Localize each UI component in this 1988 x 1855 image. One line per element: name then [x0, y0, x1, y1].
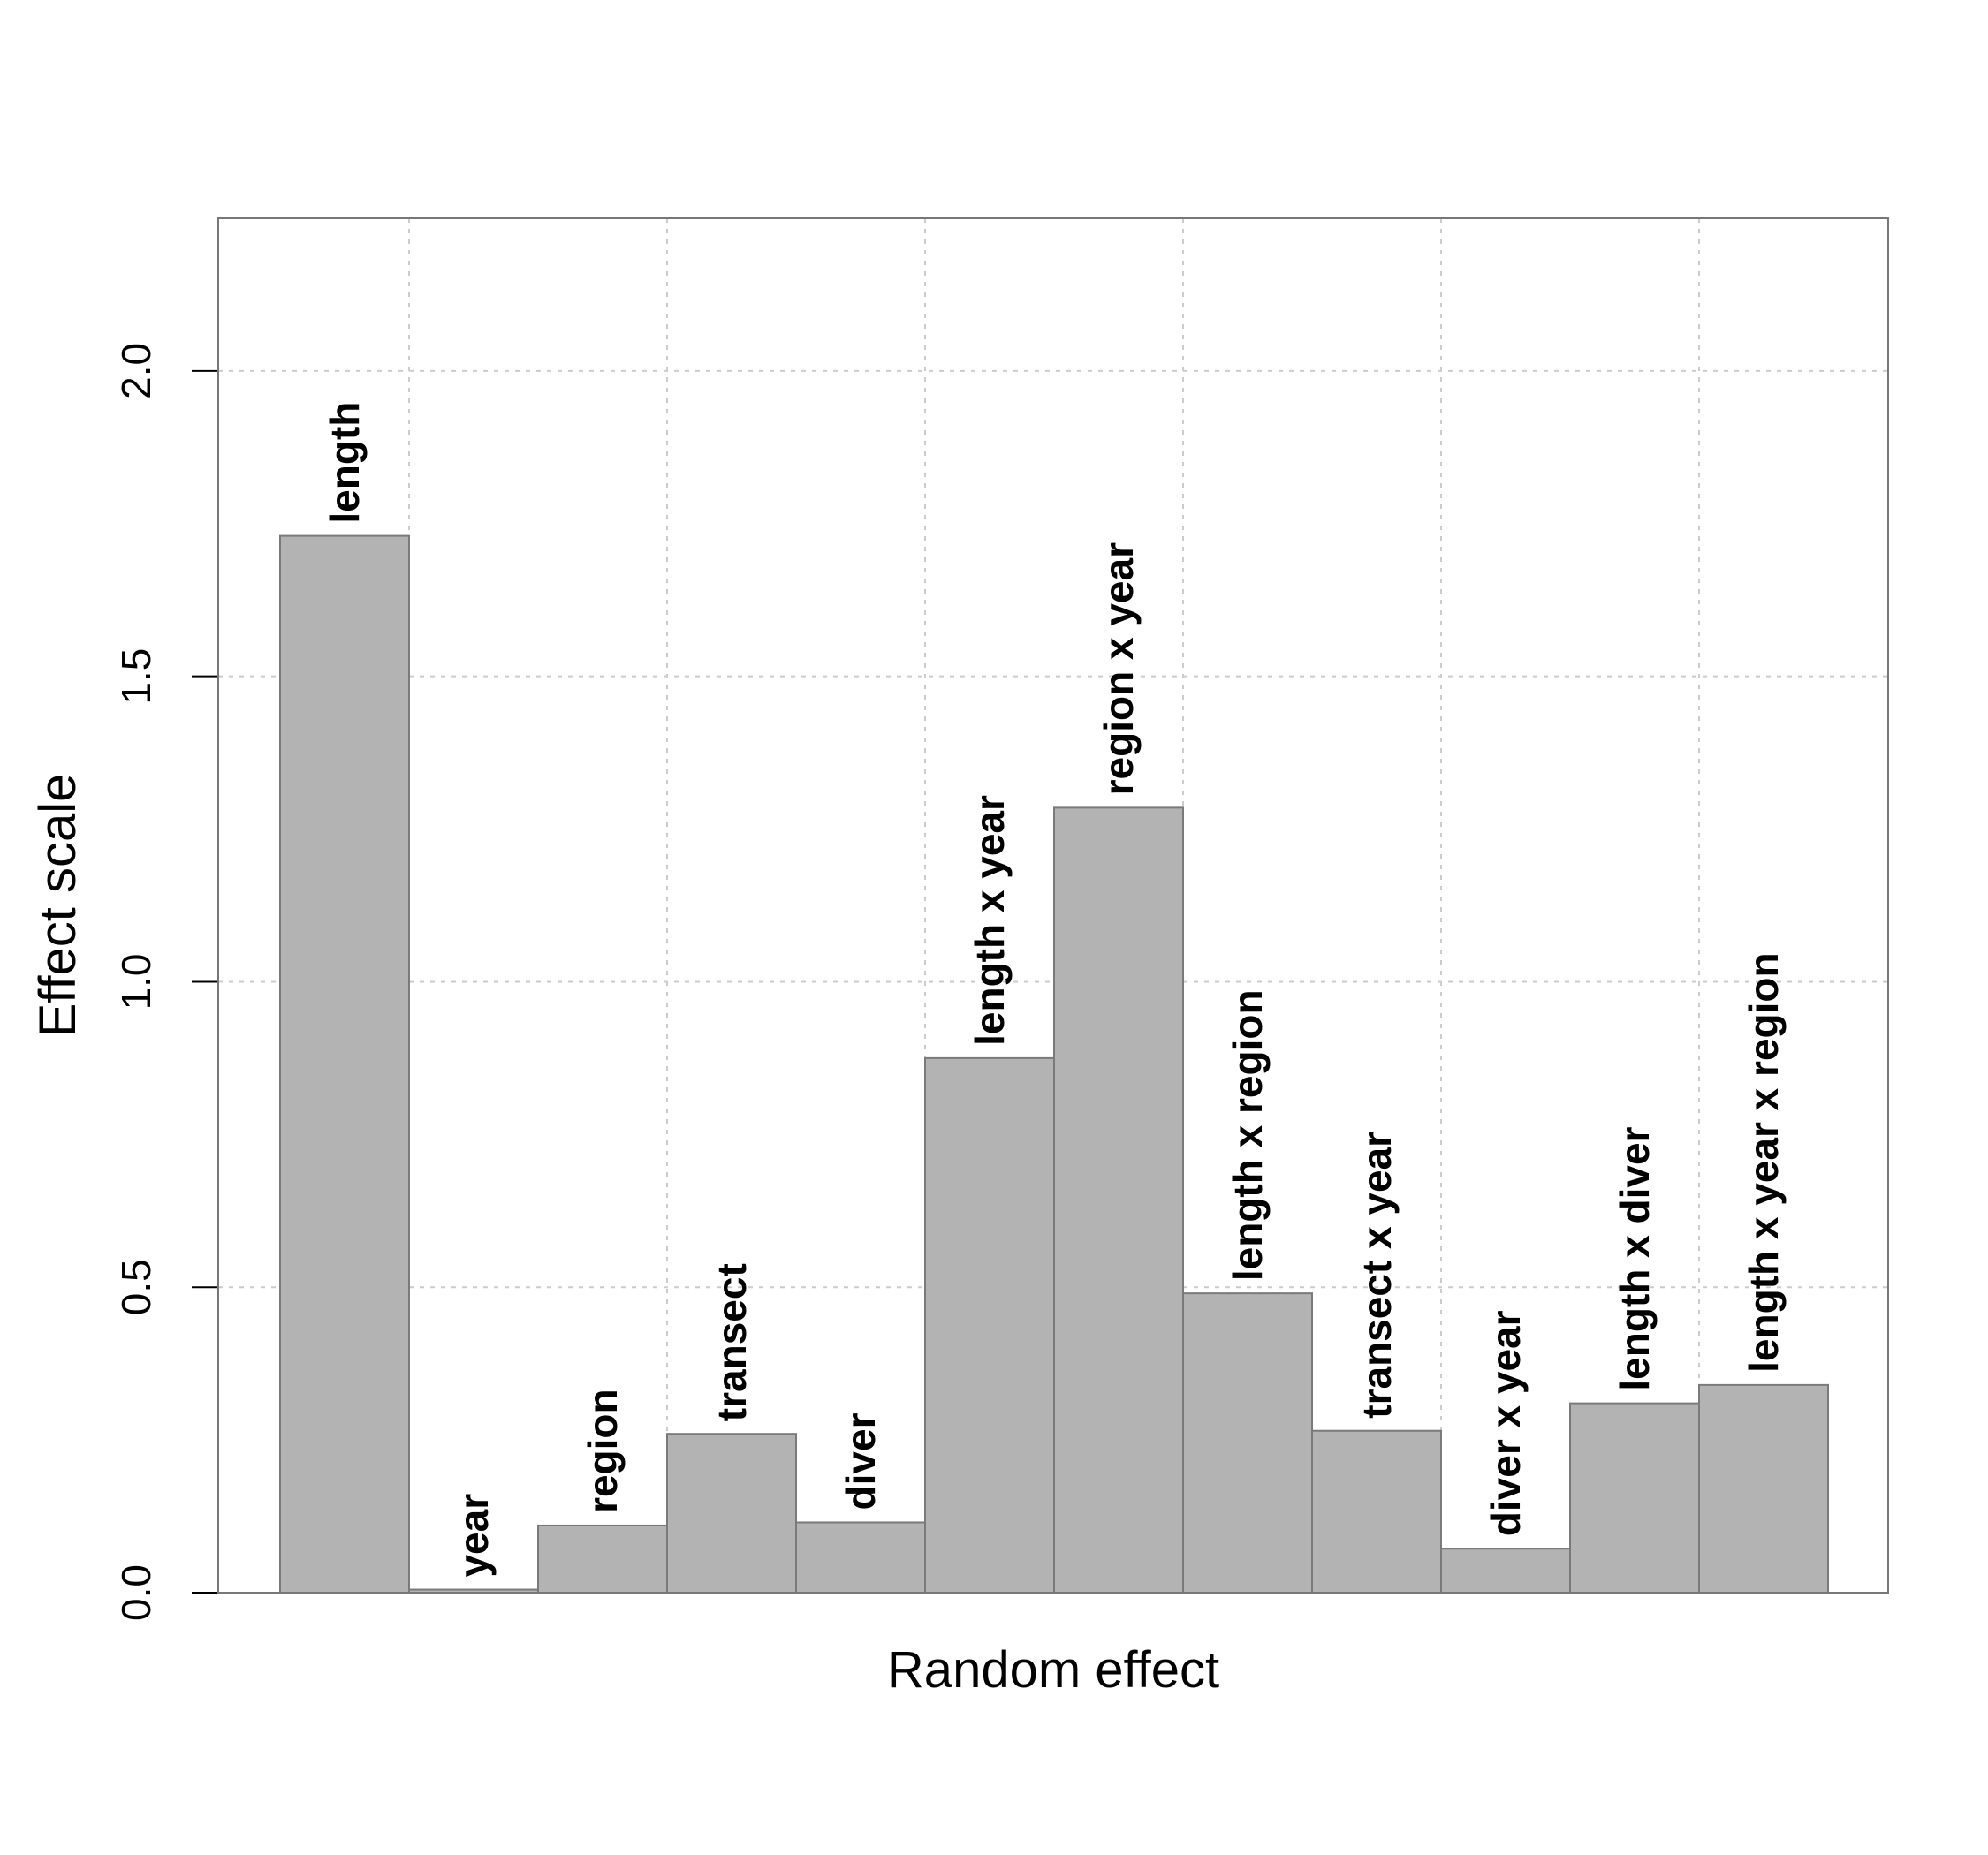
- y-tick-label: 0.0: [113, 1564, 159, 1621]
- bar-0: [279, 534, 410, 1594]
- bar-label-0: length: [322, 402, 368, 524]
- y-tick-label: 0.5: [113, 1259, 159, 1315]
- bar-label-1: year: [451, 1494, 497, 1578]
- bar-label-3: transect: [709, 1263, 755, 1421]
- bar-8: [1311, 1429, 1442, 1594]
- bar-3: [666, 1433, 797, 1594]
- y-tick-label: 2.0: [113, 343, 159, 399]
- bar-7: [1182, 1292, 1313, 1594]
- bar-label-10: length x diver: [1612, 1126, 1658, 1390]
- bar-label-5: length x year: [967, 795, 1013, 1046]
- bar-label-4: diver: [838, 1412, 884, 1510]
- bar-label-8: transect x year: [1354, 1132, 1400, 1419]
- bar-labels: length year region transect diver length x ye…: [322, 402, 1787, 1578]
- y-axis: 0.0 0.5 1.0 1.5 2.0: [113, 343, 219, 1621]
- bar-5: [924, 1056, 1055, 1594]
- bar-6: [1053, 806, 1184, 1594]
- plot-frame: [217, 217, 1889, 1594]
- y-tick-label: 1.5: [113, 648, 159, 705]
- bar-11: [1698, 1383, 1829, 1594]
- bar-label-6: region x year: [1096, 542, 1142, 795]
- bar-label-11: length x year x region: [1741, 952, 1787, 1372]
- bar-9: [1440, 1548, 1571, 1594]
- bars: [279, 534, 1829, 1594]
- bar-2: [537, 1524, 668, 1594]
- bar-label-2: region: [580, 1389, 626, 1513]
- bar-label-7: length x region: [1225, 989, 1271, 1281]
- x-axis-title: Random effect: [887, 1641, 1219, 1699]
- y-tick-label: 1.0: [113, 953, 159, 1010]
- y-axis-title: Effect scale: [29, 774, 87, 1038]
- bar-4: [795, 1521, 926, 1594]
- bar-label-9: diver x year: [1483, 1310, 1529, 1536]
- bar-10: [1569, 1402, 1700, 1594]
